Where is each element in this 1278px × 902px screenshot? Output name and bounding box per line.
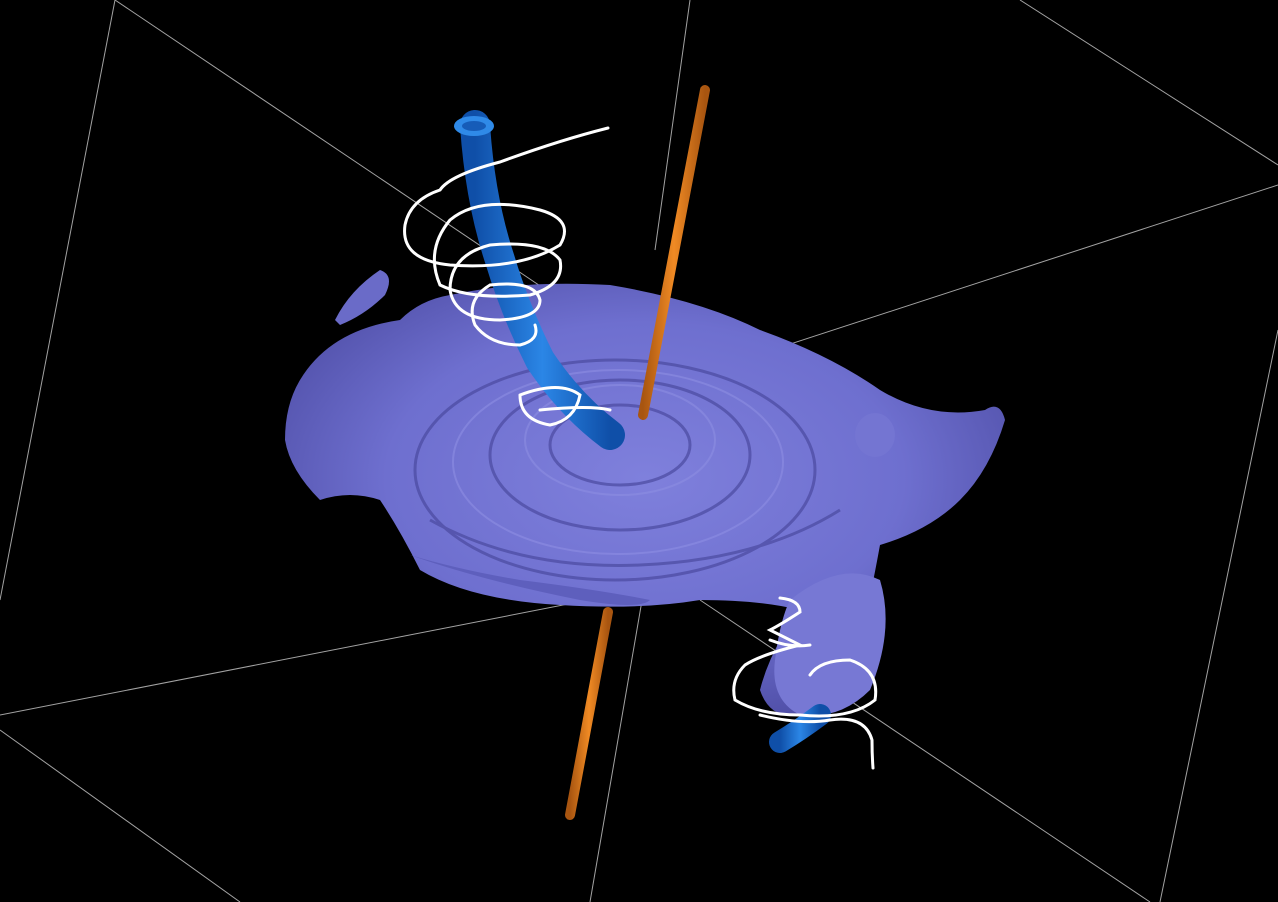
vortex-tube-upper (454, 110, 625, 450)
vortex-surface (285, 270, 1005, 716)
streamline-upper (403, 126, 612, 427)
axis-rod (565, 85, 710, 820)
streamline-lower (732, 596, 878, 770)
